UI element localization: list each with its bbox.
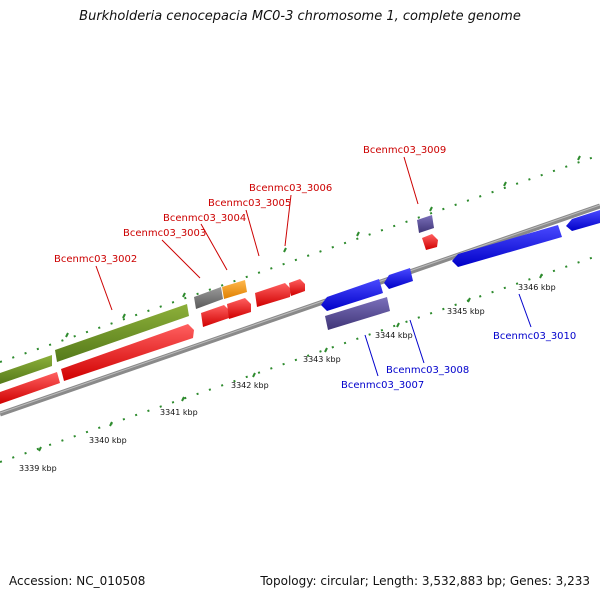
reverse-gene xyxy=(452,225,562,267)
accession-text: Accession: NC_010508 xyxy=(9,574,146,588)
ruler-reverse-dots xyxy=(0,254,600,463)
gene-label-bcenmc03-3004: Bcenmc03_3004 xyxy=(163,213,246,224)
reverse-gene xyxy=(321,279,383,311)
olive-feature xyxy=(55,304,189,362)
forward-gene xyxy=(0,372,60,404)
gene-label-bcenmc03-3006: Bcenmc03_3006 xyxy=(249,183,332,194)
gene-label-bcenmc03-3007: Bcenmc03_3007 xyxy=(341,380,424,391)
map-title: Burkholderia cenocepacia MC0-3 chromosom… xyxy=(79,9,521,24)
gray-feature xyxy=(194,287,223,309)
slate-feature xyxy=(325,297,390,330)
forward-gene xyxy=(255,283,291,307)
forward-gene xyxy=(61,324,194,381)
tick-label: 3344 kbp xyxy=(375,331,413,340)
gene-label-bcenmc03-3003: Bcenmc03_3003 xyxy=(123,228,206,239)
leader-lines xyxy=(95,156,532,377)
genome-backbone xyxy=(0,203,600,417)
orange-feature xyxy=(222,280,247,299)
forward-gene xyxy=(422,234,438,250)
tick-label: 3340 kbp xyxy=(89,436,127,445)
slate-feature xyxy=(417,215,434,233)
forward-gene xyxy=(289,279,305,296)
tick-label: 3346 kbp xyxy=(518,283,556,292)
genome-backbone-highlight xyxy=(0,204,600,414)
gene-label-bcenmc03-3002: Bcenmc03_3002 xyxy=(54,254,137,265)
tick-label: 3342 kbp xyxy=(231,381,269,390)
ruler-reverse-ticks xyxy=(38,273,543,452)
olive-feature xyxy=(0,355,52,384)
tick-label: 3345 kbp xyxy=(447,307,485,316)
reverse-gene xyxy=(566,210,600,231)
tick-label: 3343 kbp xyxy=(303,355,341,364)
forward-gene xyxy=(201,305,229,327)
gene-label-bcenmc03-3008: Bcenmc03_3008 xyxy=(386,365,469,376)
ruler-forward-ticks xyxy=(65,155,581,338)
forward-gene xyxy=(227,298,251,319)
ruler-forward-dots xyxy=(0,154,600,363)
gene-label-bcenmc03-3009: Bcenmc03_3009 xyxy=(363,145,446,156)
reverse-gene xyxy=(384,268,413,289)
tick-label: 3339 kbp xyxy=(19,464,57,473)
tick-label: 3341 kbp xyxy=(160,408,198,417)
topology-text: Topology: circular; Length: 3,532,883 bp… xyxy=(260,574,590,588)
gene-label-bcenmc03-3010: Bcenmc03_3010 xyxy=(493,331,576,342)
gene-label-bcenmc03-3005: Bcenmc03_3005 xyxy=(208,198,291,209)
